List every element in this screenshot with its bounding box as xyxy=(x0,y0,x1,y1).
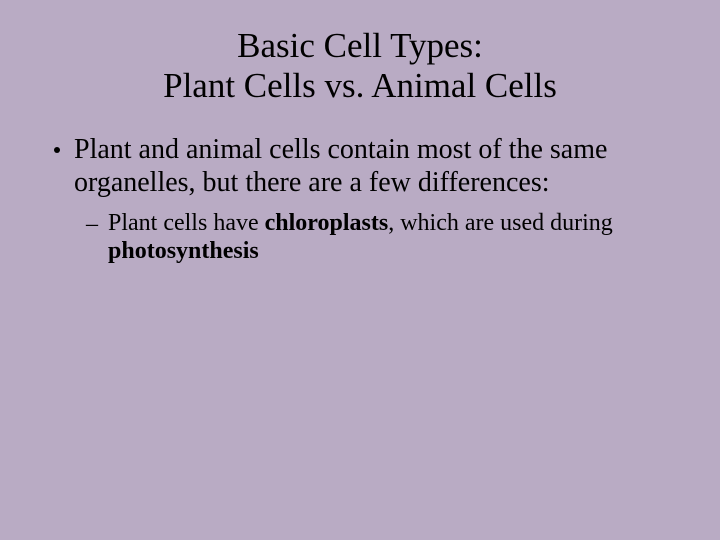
bullet2-bold1: chloroplasts xyxy=(265,210,389,236)
bullet-level1: Plant and animal cells contain most of t… xyxy=(50,133,670,199)
slide-title: Basic Cell Types: Plant Cells vs. Animal… xyxy=(50,26,670,107)
bullet2-part2: , which are used during xyxy=(388,210,613,236)
bullet2-bold2: photosynthesis xyxy=(108,238,259,264)
bullet-dash-icon: – xyxy=(86,211,98,238)
bullet-dot-icon xyxy=(54,147,60,153)
title-line-2: Plant Cells vs. Animal Cells xyxy=(163,66,557,105)
bullet1-text: Plant and animal cells contain most of t… xyxy=(74,133,670,199)
bullet2-text: Plant cells have chloroplasts, which are… xyxy=(108,209,670,266)
title-line-1: Basic Cell Types: xyxy=(237,26,483,65)
slide: Basic Cell Types: Plant Cells vs. Animal… xyxy=(0,0,720,540)
bullet-level2: – Plant cells have chloroplasts, which a… xyxy=(86,209,670,266)
bullet2-part1: Plant cells have xyxy=(108,210,265,236)
